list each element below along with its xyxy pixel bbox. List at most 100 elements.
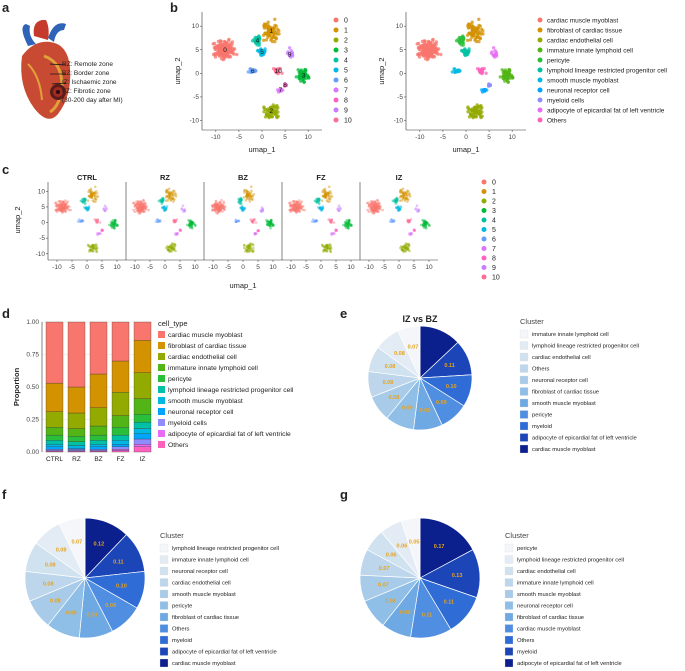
umap-point [169,191,172,194]
pie-legend-label: pericyte [517,546,537,552]
umap-point [140,202,144,206]
umap-point [403,243,407,247]
umap-point [59,205,62,209]
bar-segment [133,444,152,447]
pie-value-label: 0.10 [446,384,457,390]
umap-point [408,233,412,237]
legend-dot [537,97,543,103]
pie-legend-label: cardiac muscle myoblast [172,661,236,667]
umap-point [325,243,328,247]
umap-point [171,193,175,196]
umap-point [65,206,69,209]
umap-point [378,202,381,205]
umap-point [248,193,252,196]
umap-point [249,191,253,195]
y-tick-label: 5 [41,204,45,211]
umap-point [58,206,61,210]
umap-point [141,204,144,207]
umap-point [161,206,164,209]
pie-legend-label: immature innate lymphoid cell [532,332,609,338]
bar-segment [111,434,130,441]
umap-point [508,76,512,80]
umap-point [422,219,426,223]
umap-point [423,223,427,227]
umap-point [219,205,223,209]
umap-point [270,115,274,119]
umap-point [244,250,247,253]
umap-point [428,224,431,227]
x-tick-label: -10 [286,264,296,271]
umap-point [179,228,183,232]
umap-point [297,207,300,210]
umap-point [136,209,139,213]
pie-legend-label: myeloid [517,650,537,656]
umap-point [332,232,335,235]
umap-point [257,41,261,45]
umap-point [405,243,409,246]
umap-point [216,203,220,207]
umap-point [61,210,64,213]
umap-point [372,203,376,207]
umap-point [191,222,194,226]
umap-point [213,203,217,206]
pie-legend-label: adipocyte of epicardial fat of left vent… [532,436,637,442]
umap-point [405,246,409,249]
umap-point [187,223,191,226]
umap-point [422,220,426,223]
umap-point [401,192,405,195]
legend-dot [481,198,487,204]
umap-point [261,208,264,211]
umap-point [274,24,278,28]
umap-point [407,219,410,222]
pie-legend-label: Others [172,627,189,633]
umap-point [165,245,169,248]
umap-point [404,244,408,247]
umap-point [432,46,437,50]
umap-point [296,208,300,211]
umap-point [315,219,319,223]
umap-point [100,228,104,231]
umap-point [401,194,405,198]
umap-point [401,245,405,249]
legend-swatch [159,658,169,668]
umap-point [58,199,62,203]
umap-point [90,193,94,197]
x-tick-label: 10 [305,134,313,141]
umap-point [223,205,227,208]
umap-point [269,222,273,226]
umap-point [294,205,297,208]
umap-point [295,200,299,204]
umap-point [194,224,197,227]
legend-dot [333,47,339,53]
umap-point [134,207,138,211]
umap-point [327,218,330,221]
umap-point [56,203,59,207]
umap-point [371,208,374,211]
cluster-legend-label: 3 [344,48,348,55]
bar-segment [111,450,130,453]
pie-value-label: 0.09 [436,400,447,406]
umap-point [54,201,57,205]
umap-point [396,206,400,210]
umap-point [271,103,275,107]
umap-point [401,190,404,194]
umap-point [298,205,301,209]
umap-point [347,226,350,230]
legend-swatch [504,601,514,610]
umap-point [391,219,395,222]
umap-point [63,207,66,210]
umap-point [296,205,299,209]
pie-legend-label: lymphoid lineage restricted progenitor c… [532,344,639,350]
legend-dot [537,57,543,63]
x-tick-label: 5 [412,264,416,271]
umap-point [369,205,373,209]
umap-point [167,197,171,200]
umap-point [239,201,243,204]
umap-point [64,204,68,207]
umap-point [348,221,351,225]
x-tick-label: 5 [178,264,182,271]
umap-point [296,206,300,209]
umap-point [329,232,333,235]
umap-point [83,202,87,206]
umap-point [62,208,66,211]
